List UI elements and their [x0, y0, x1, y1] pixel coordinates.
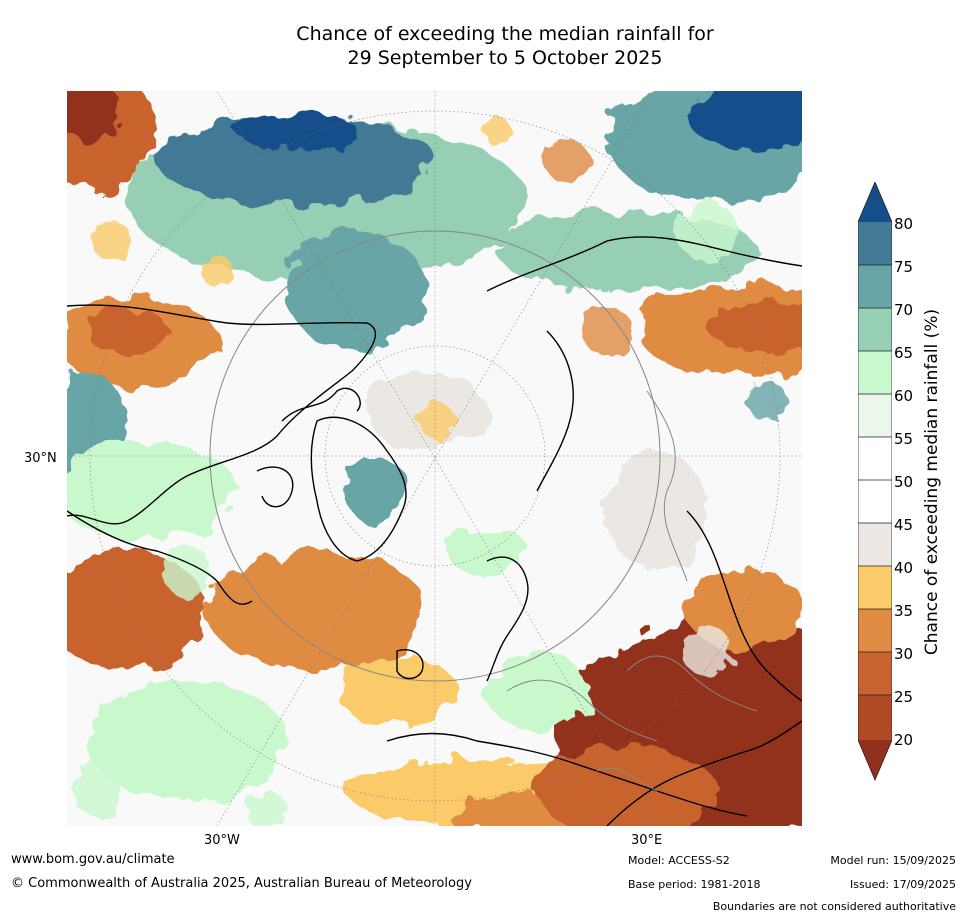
colorbar-tick-label: 65	[894, 344, 914, 362]
issued-date: Issued: 17/09/2025	[849, 878, 956, 891]
colorbar-swatch	[858, 652, 892, 695]
boundaries-disclaimer: Boundaries are not considered authoritat…	[712, 900, 956, 913]
base-period-info: Base period: 1981-2018	[628, 878, 761, 891]
model-info: Model: ACCESS-S2	[628, 854, 730, 867]
colorbar-swatch	[858, 265, 892, 308]
colorbar-tick-label: 55	[894, 430, 914, 448]
coastlines	[67, 236, 802, 826]
model-run-date: Model run: 15/09/2025	[830, 854, 956, 867]
scandinavia-coast	[486, 556, 529, 682]
title-line-1: Chance of exceeding the median rainfall …	[296, 23, 714, 45]
website-link[interactable]: www.bom.gov.au/climate	[11, 852, 175, 867]
greenland-coast	[310, 416, 407, 562]
longitude-label-30e: 30°E	[631, 833, 663, 848]
colorbar-swatch	[858, 394, 892, 437]
rainfall-probability-map	[67, 91, 802, 826]
colorbar-swatch	[858, 695, 892, 740]
colorbar-tick-label: 25	[894, 688, 914, 706]
colorbar	[858, 182, 892, 782]
colorbar-swatch	[858, 523, 892, 566]
colorbar-swatch	[858, 351, 892, 394]
colorbar-tick-label: 50	[894, 473, 914, 491]
colorbar-tick-label: 45	[894, 516, 914, 534]
colorbar-tick-label: 30	[894, 645, 914, 663]
colorbar-tick-label: 60	[894, 387, 914, 405]
latitude-label-30n: 30°N	[24, 451, 57, 466]
map-canvas	[67, 91, 802, 826]
title-line-2: 29 September to 5 October 2025	[347, 47, 663, 69]
map-title: Chance of exceeding the median rainfall …	[0, 22, 965, 70]
dry-region-north-atlantic	[207, 551, 427, 671]
colorbar-swatch	[858, 480, 892, 523]
colorbar-tick-label: 75	[894, 258, 914, 276]
colorbar-swatch	[858, 222, 892, 265]
country-borders	[506, 390, 758, 792]
colorbar-over-arrow	[858, 182, 892, 222]
colorbar-title: Chance of exceeding median rainfall (%)	[922, 308, 942, 656]
speckle-field	[72, 117, 787, 826]
colorbar-tick-label: 80	[894, 215, 914, 233]
colorbar-swatch	[858, 566, 892, 609]
colorbar-tick-label: 20	[894, 731, 914, 749]
latitude-circle	[209, 230, 661, 682]
colorbar-tick-label: 70	[894, 301, 914, 319]
copyright-text: © Commonwealth of Australia 2025, Austra…	[11, 876, 472, 891]
colorbar-tick-label: 35	[894, 602, 914, 620]
colorbar-tick-label: 40	[894, 559, 914, 577]
longitude-label-30w: 30°W	[204, 833, 240, 848]
colorbar-swatch	[858, 308, 892, 351]
colorbar-under-arrow	[858, 740, 892, 780]
colorbar-swatch	[858, 609, 892, 652]
colorbar-swatch	[858, 437, 892, 480]
